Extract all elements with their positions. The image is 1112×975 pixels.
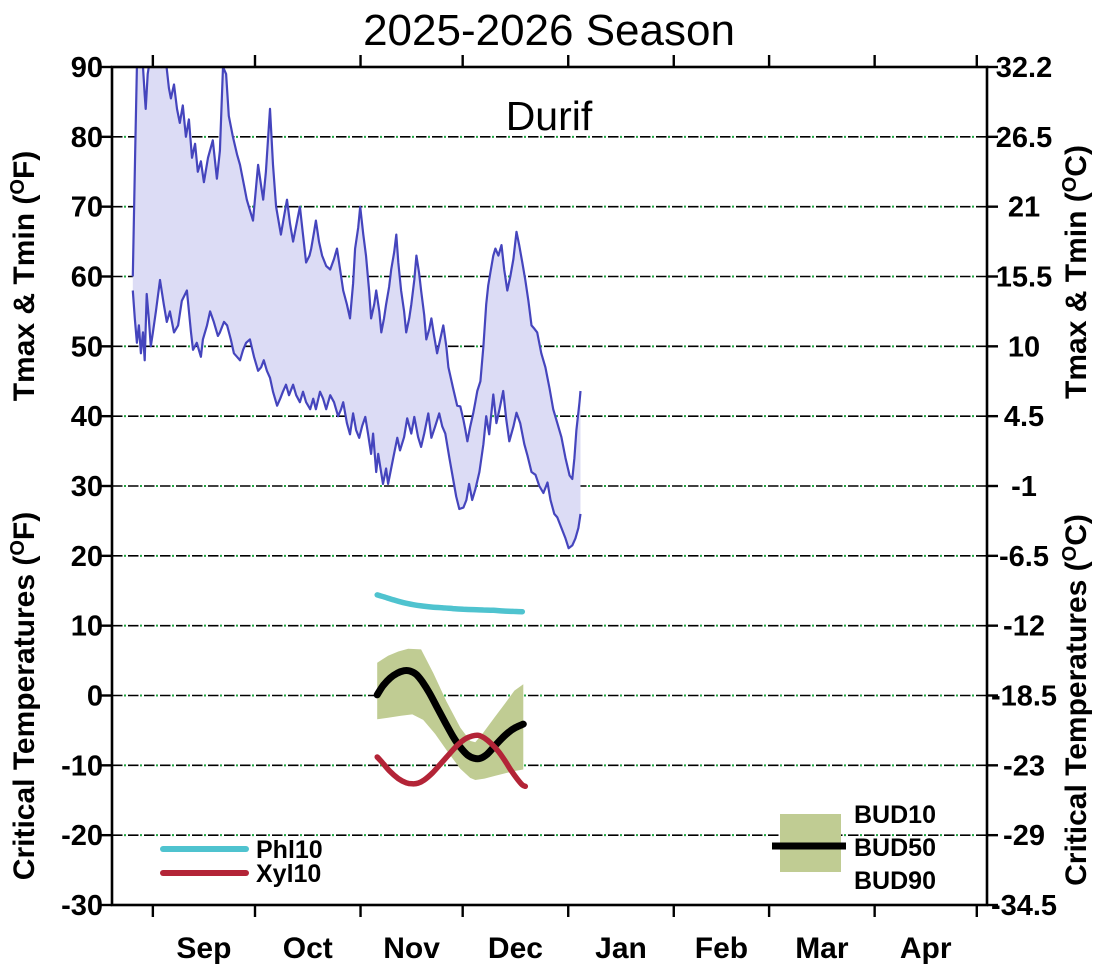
- bud10-legend-label: BUD10: [854, 801, 936, 829]
- y-axis-label-c: 32.2: [996, 52, 1052, 84]
- y-axis-label-f: 30: [71, 471, 103, 503]
- x-axis-month-label: Oct: [283, 932, 333, 965]
- data-series-layer: [131, 67, 582, 790]
- y-axis-label-c: -1: [1011, 471, 1037, 503]
- y-axis-label-f: -20: [61, 820, 103, 852]
- y-axis-label-f: 80: [71, 122, 103, 154]
- y-axis-label-f: 90: [71, 52, 103, 84]
- x-axis-month-label: Nov: [383, 932, 440, 965]
- bud90-legend-label: BUD90: [854, 867, 936, 895]
- y-axis-label-c: -29: [1003, 820, 1045, 852]
- y-axis-label-c: -6.5: [999, 541, 1049, 573]
- y-axis-label-f: 50: [71, 331, 103, 363]
- x-axis-month-label: Dec: [488, 932, 543, 965]
- x-axis-month-label: Feb: [695, 932, 748, 965]
- xyl10-line: [374, 732, 529, 790]
- y-axis-title-tmax-tmin-c: Tmax & Tmin (OC): [1059, 145, 1093, 399]
- y-axis-label-f: 70: [71, 192, 103, 224]
- y-axis-label-f: 10: [71, 611, 103, 643]
- chart-title: 2025-2026 Season: [363, 6, 735, 55]
- legend-right: BUD10 BUD50 BUD90: [772, 801, 936, 895]
- y-axis-label-c: 15.5: [996, 262, 1052, 294]
- bud50-legend-label: BUD50: [854, 834, 936, 862]
- axes-frame-layer: [101, 55, 998, 917]
- y-axis-label-c: -23: [1003, 750, 1045, 782]
- y-axis-label-f: -10: [61, 750, 103, 782]
- x-axis-month-label: Apr: [900, 932, 952, 965]
- y-axis-title-critical-c: Critical Temperatures (OC): [1059, 514, 1093, 886]
- x-axis-month-label: Mar: [795, 932, 849, 965]
- variety-subtitle: Durif: [506, 93, 593, 139]
- y-axis-label-c: -18.5: [991, 681, 1057, 713]
- x-axis-month-label: Jan: [595, 932, 647, 965]
- y-axis-label-c: 4.5: [1004, 401, 1044, 433]
- y-axis-title-critical-f: Critical Temperatures (OF): [7, 512, 41, 880]
- y-axis-label-f: 20: [71, 541, 103, 573]
- tmin-line: [131, 278, 582, 550]
- tmax-tmin-band: [132, 67, 581, 549]
- y-axis-label-f: -30: [61, 890, 103, 922]
- y-axis-label-c: 10: [1008, 331, 1040, 363]
- tmax-line: [131, 67, 582, 481]
- y-axis-label-c: -34.5: [991, 890, 1057, 922]
- y-axis-title-tmax-tmin-f: Tmax & Tmin (OF): [7, 151, 41, 402]
- y-axis-label-f: 60: [71, 262, 103, 294]
- bud50-line: [373, 667, 527, 763]
- phl10-line: [374, 592, 526, 615]
- phl10-legend-label: Phl10: [256, 836, 323, 864]
- bud10-bud90-band: [377, 648, 524, 780]
- legend-left: Phl10 Xyl10: [160, 836, 323, 888]
- y-axis-label-c: -12: [1003, 611, 1045, 643]
- y-axis-label-c: 26.5: [996, 122, 1052, 154]
- x-axis-month-label: Sep: [176, 932, 231, 965]
- y-axis-label-c: 21: [1008, 192, 1040, 224]
- y-axis-label-f: 0: [87, 681, 103, 713]
- xyl10-legend-label: Xyl10: [256, 860, 321, 888]
- tick-labels-layer: 90 80 70 60 50 40 30 20 10 0 -10 -20 -30 32.2 26.5 21 15…: [61, 52, 1057, 965]
- y-axis-label-f: 40: [71, 401, 103, 433]
